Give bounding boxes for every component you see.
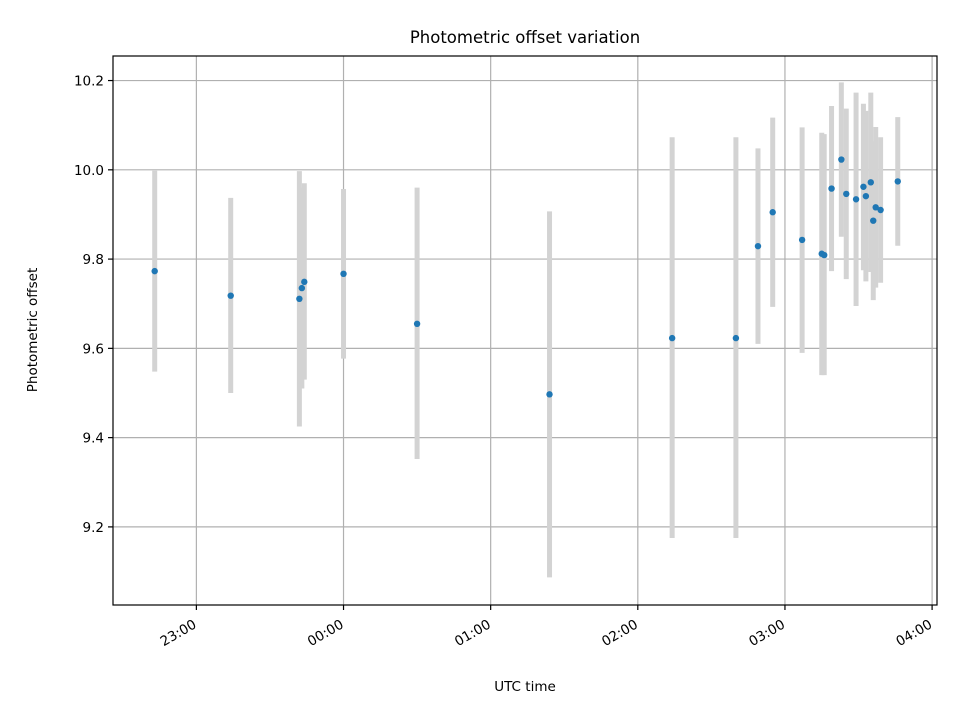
y-tick-label: 10.0 <box>74 163 104 179</box>
data-point <box>820 251 828 259</box>
data-point <box>754 242 762 250</box>
x-axis-label: UTC time <box>494 679 556 695</box>
y-tick-label: 9.8 <box>83 252 104 268</box>
y-axis-ticks: 9.2 9.4 9.6 9.8 10.0 10.2 <box>74 74 113 536</box>
data-points <box>151 156 901 398</box>
data-point <box>298 284 306 292</box>
data-point <box>862 192 870 200</box>
data-point <box>668 334 676 342</box>
data-point <box>870 217 877 224</box>
plot-frame <box>112 55 938 606</box>
data-point <box>546 391 553 398</box>
data-point <box>769 209 776 216</box>
y-axis-label: Photometric offset <box>25 268 41 392</box>
data-point <box>227 292 234 299</box>
y-tick-label: 9.6 <box>83 341 104 357</box>
data-point <box>340 270 347 278</box>
data-point <box>732 334 740 342</box>
y-tick-label: 9.4 <box>83 431 104 447</box>
data-point <box>838 156 845 163</box>
y-tick-label: 10.2 <box>74 74 104 90</box>
data-point <box>852 196 860 203</box>
chart-title: Photometric offset variation <box>410 28 640 47</box>
data-point <box>843 190 850 198</box>
data-point <box>798 236 806 244</box>
data-point <box>151 267 158 275</box>
data-point <box>877 206 884 214</box>
data-point <box>894 178 901 185</box>
data-point <box>828 185 835 192</box>
data-point <box>872 204 879 211</box>
y-tick-label: 9.2 <box>83 520 104 536</box>
data-point <box>413 320 421 328</box>
data-point <box>867 179 874 186</box>
data-point <box>296 295 303 303</box>
data-point <box>301 278 308 286</box>
data-point <box>860 183 867 190</box>
